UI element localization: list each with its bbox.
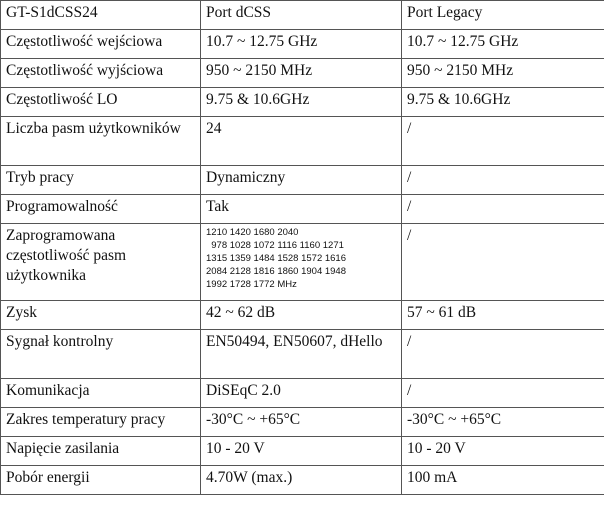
legacy-value: 10 - 20 V xyxy=(401,436,604,466)
row-label: Częstotliwość wejściowa xyxy=(0,29,201,59)
dcss-value: 950 ~ 2150 MHz xyxy=(200,58,402,88)
row-label: Częstotliwość wyjściowa xyxy=(0,58,201,88)
header-row: GT-S1dCSS24 Port dCSS Port Legacy xyxy=(0,0,604,30)
row-label: Programowalność xyxy=(0,194,201,224)
header-port-legacy: Port Legacy xyxy=(401,0,604,30)
frequency-line: 1992 1728 1772 MHz xyxy=(206,279,297,290)
row-label: Komunikacja xyxy=(0,378,201,408)
table-row: Zakres temperatury pracy -30°C ~ +65°C -… xyxy=(0,407,604,437)
table-row: Tryb pracy Dynamiczny / xyxy=(0,165,604,195)
legacy-value: / xyxy=(401,378,604,408)
row-label: Częstotliwość LO xyxy=(0,87,201,117)
header-model: GT-S1dCSS24 xyxy=(0,0,201,30)
dcss-value: 1210 1420 1680 2040 978 1028 1072 1116 1… xyxy=(200,223,402,301)
legacy-value: 100 mA xyxy=(401,465,604,495)
row-label: Pobór energii xyxy=(0,465,201,495)
table-row: Komunikacja DiSEqC 2.0 / xyxy=(0,378,604,408)
legacy-value: / xyxy=(401,165,604,195)
dcss-value: 10 - 20 V xyxy=(200,436,402,466)
table-row: Częstotliwość wejściowa 10.7 ~ 12.75 GHz… xyxy=(0,29,604,59)
legacy-value: -30°C ~ +65°C xyxy=(401,407,604,437)
dcss-value: 9.75 & 10.6GHz xyxy=(200,87,402,117)
dcss-value: 42 ~ 62 dB xyxy=(200,300,402,330)
dcss-value: -30°C ~ +65°C xyxy=(200,407,402,437)
dcss-value: Dynamiczny xyxy=(200,165,402,195)
row-label: Zaprogramowana częstotliwość pasm użytko… xyxy=(0,223,201,301)
table-row: Częstotliwość wyjściowa 950 ~ 2150 MHz 9… xyxy=(0,58,604,88)
table-row: Częstotliwość LO 9.75 & 10.6GHz 9.75 & 1… xyxy=(0,87,604,117)
row-label: Zakres temperatury pracy xyxy=(0,407,201,437)
dcss-value: Tak xyxy=(200,194,402,224)
table-row: Pobór energii 4.70W (max.) 100 mA xyxy=(0,465,604,495)
frequency-line: 978 1028 1072 1116 1160 1271 xyxy=(206,240,344,251)
row-label: Tryb pracy xyxy=(0,165,201,195)
frequency-line: 1315 1359 1484 1528 1572 1616 xyxy=(206,253,346,264)
legacy-value: / xyxy=(401,223,604,301)
table-row: Sygnał kontrolny EN50494, EN50607, dHell… xyxy=(0,329,604,379)
row-label: Sygnał kontrolny xyxy=(0,329,201,379)
legacy-value: 950 ~ 2150 MHz xyxy=(401,58,604,88)
legacy-value: / xyxy=(401,329,604,379)
dcss-value: EN50494, EN50607, dHello xyxy=(200,329,402,379)
table-row: Programowalność Tak / xyxy=(0,194,604,224)
row-label: Napięcie zasilania xyxy=(0,436,201,466)
dcss-value: 10.7 ~ 12.75 GHz xyxy=(200,29,402,59)
table-row: Liczba pasm użytkowników 24 / xyxy=(0,116,604,166)
legacy-value: 10.7 ~ 12.75 GHz xyxy=(401,29,604,59)
dcss-value: 4.70W (max.) xyxy=(200,465,402,495)
dcss-value: DiSEqC 2.0 xyxy=(200,378,402,408)
spec-table: GT-S1dCSS24 Port dCSS Port Legacy Często… xyxy=(0,0,604,495)
table-row: Napięcie zasilania 10 - 20 V 10 - 20 V xyxy=(0,436,604,466)
row-label: Zysk xyxy=(0,300,201,330)
legacy-value: / xyxy=(401,194,604,224)
legacy-value: 9.75 & 10.6GHz xyxy=(401,87,604,117)
frequency-line: 2084 2128 1816 1860 1904 1948 xyxy=(206,266,346,277)
header-port-dcss: Port dCSS xyxy=(200,0,402,30)
frequency-line: 1210 1420 1680 2040 xyxy=(206,227,299,238)
table-row: Zaprogramowana częstotliwość pasm użytko… xyxy=(0,223,604,301)
dcss-value: 24 xyxy=(200,116,402,166)
row-label: Liczba pasm użytkowników xyxy=(0,116,201,166)
legacy-value: / xyxy=(401,116,604,166)
table-row: Zysk 42 ~ 62 dB 57 ~ 61 dB xyxy=(0,300,604,330)
legacy-value: 57 ~ 61 dB xyxy=(401,300,604,330)
